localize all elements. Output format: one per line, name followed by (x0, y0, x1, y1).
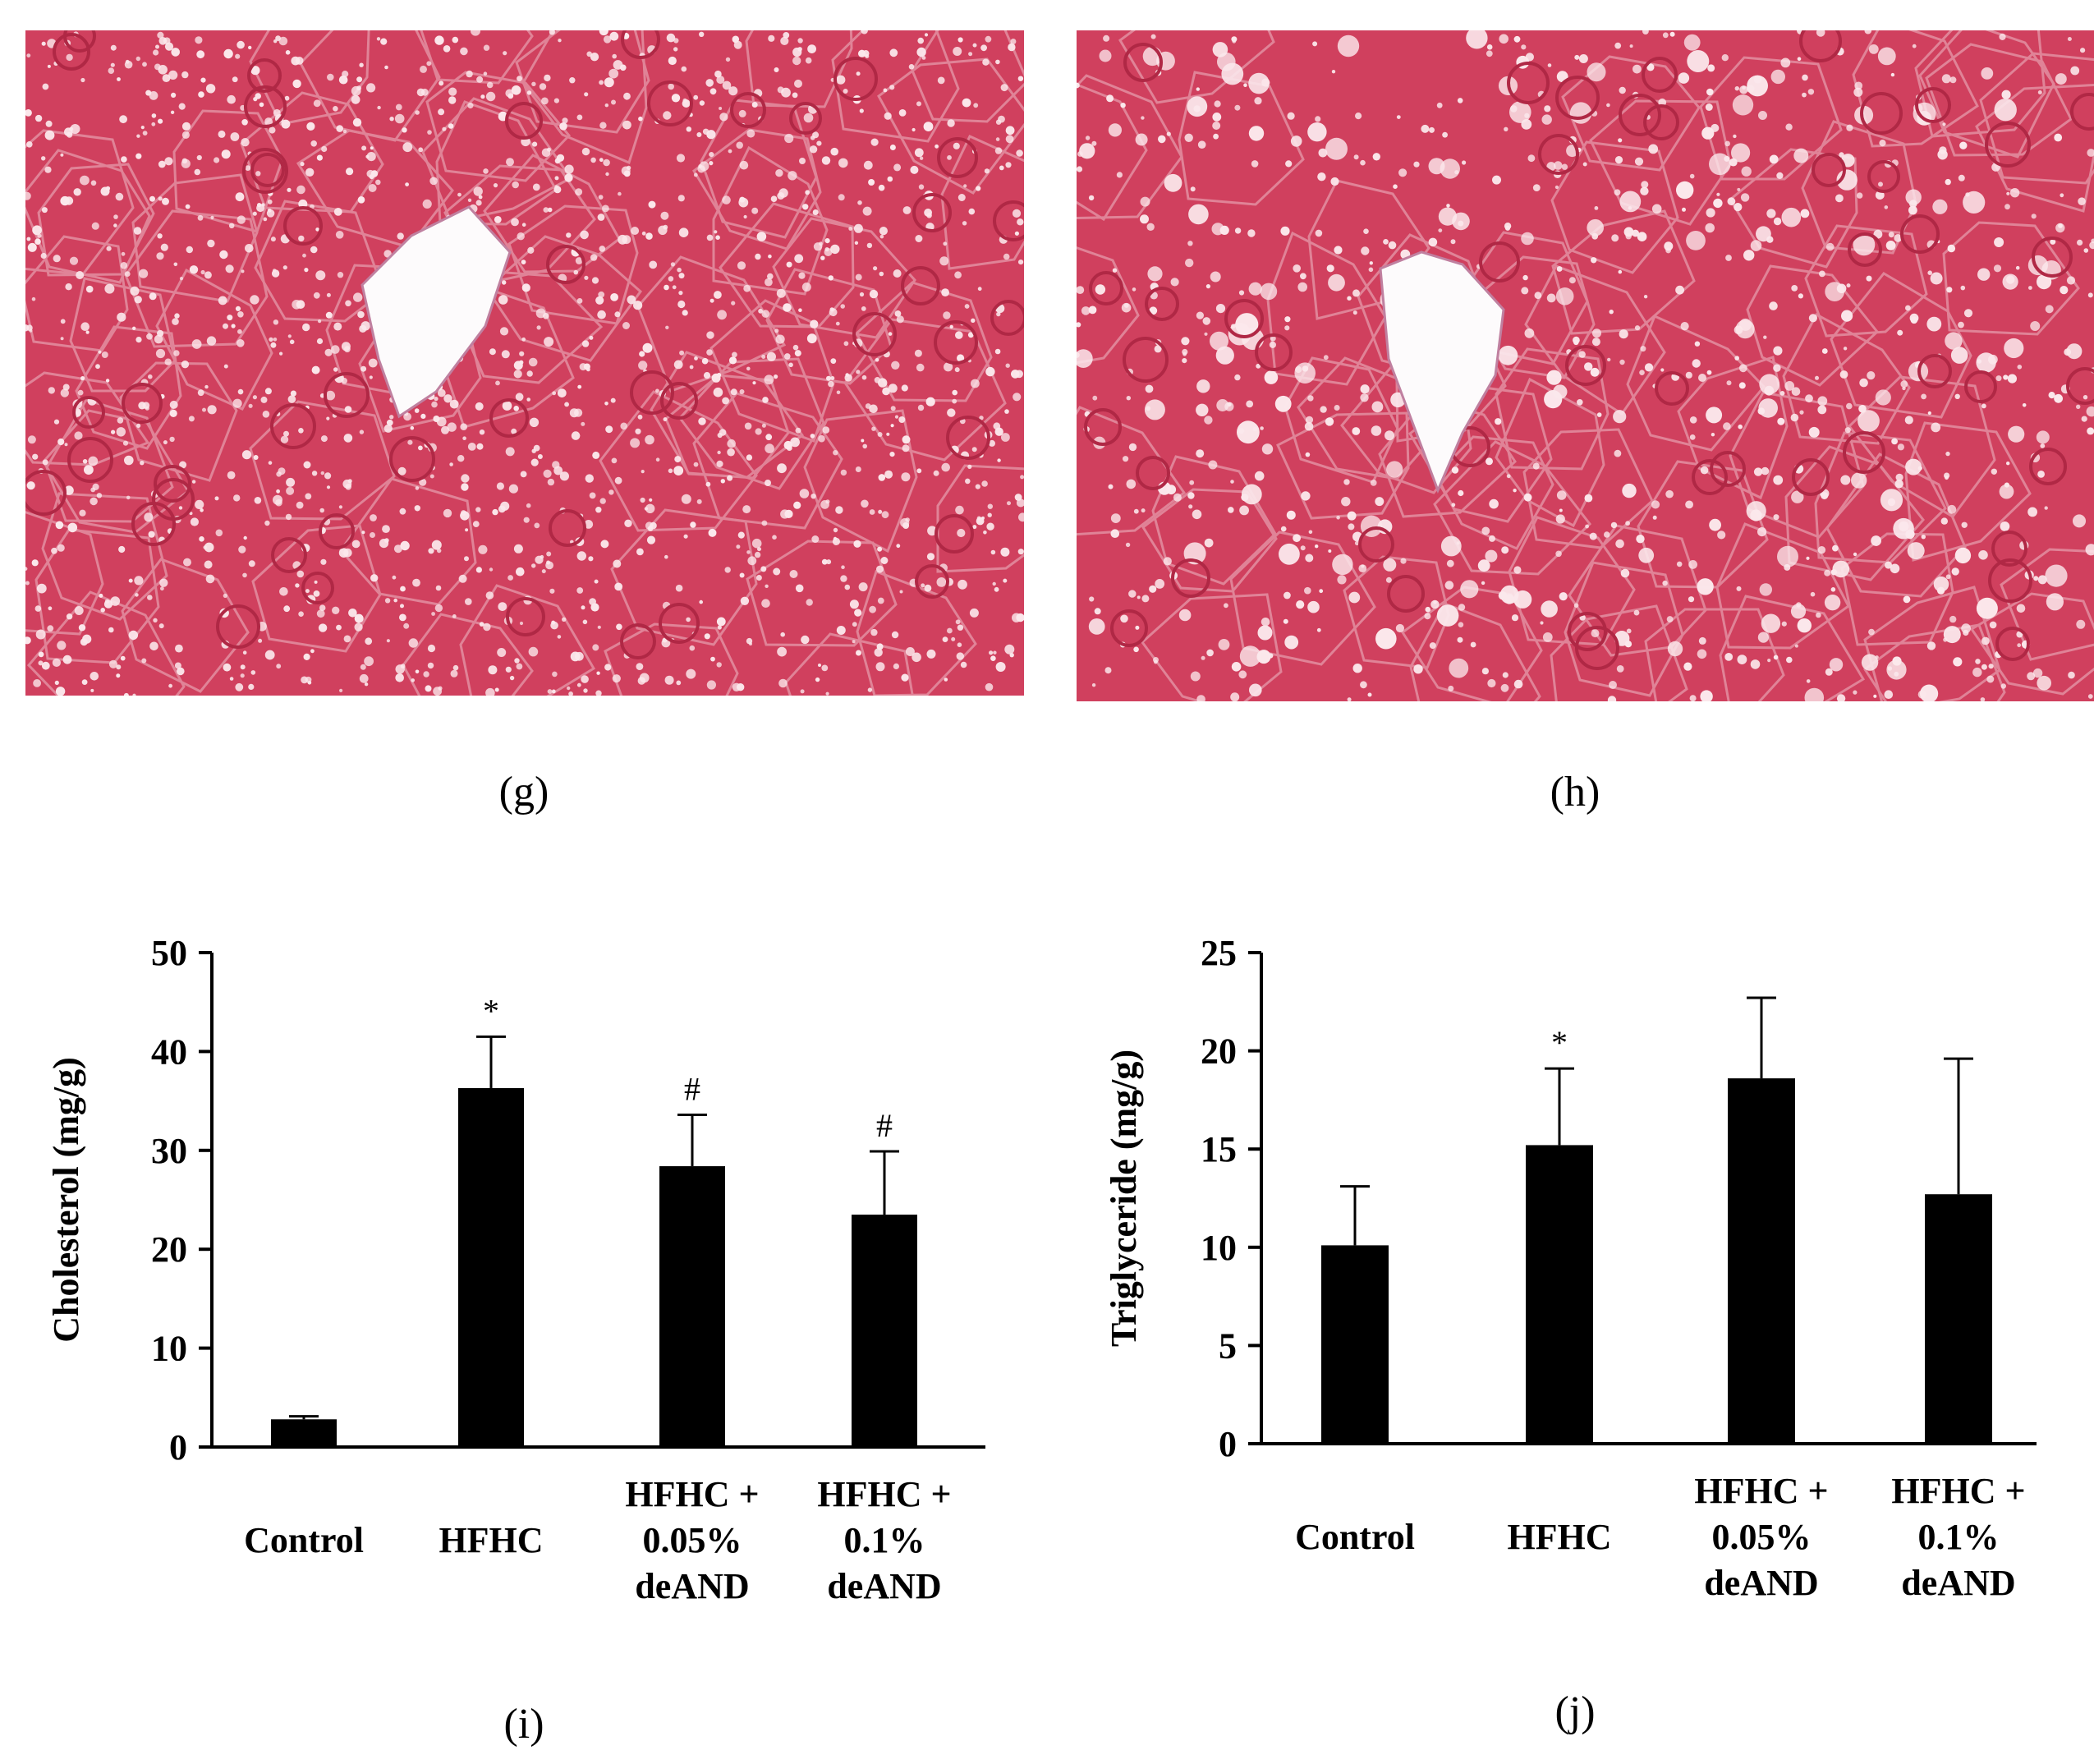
category-label: Control (1295, 1517, 1415, 1557)
category-label: HFHC + (1891, 1471, 2025, 1511)
y-tick-label: 25 (1201, 933, 1237, 973)
y-tick-label: 20 (151, 1229, 187, 1270)
nuclei (1084, 30, 2094, 670)
lipid-droplets (1077, 30, 2094, 701)
nuclei (25, 30, 1024, 659)
y-tick-label: 30 (151, 1131, 187, 1171)
y-tick-label: 10 (151, 1329, 187, 1369)
category-label: 0.05% (643, 1520, 742, 1560)
y-tick-label: 40 (151, 1031, 187, 1072)
significance-mark: # (876, 1107, 893, 1144)
significance-mark: * (1551, 1024, 1568, 1061)
error-bar (1944, 1057, 1973, 1195)
panel-label-j: (j) (1554, 1688, 1596, 1735)
category-label: HFHC + (817, 1474, 951, 1514)
category-label: 0.1% (1918, 1517, 2000, 1557)
histology-image-h (1077, 30, 2094, 701)
bar (271, 1419, 337, 1447)
panel-label-g: (g) (498, 769, 549, 815)
y-tick-label: 50 (151, 933, 187, 973)
bar (458, 1087, 524, 1447)
cell-borders (1077, 30, 2094, 701)
error-bar (476, 1035, 506, 1088)
bar (1526, 1145, 1593, 1444)
panel-label-h: (h) (1550, 769, 1600, 815)
category-label: HFHC + (625, 1474, 759, 1514)
bar (659, 1166, 725, 1447)
y-tick-label: 0 (169, 1427, 187, 1468)
category-label: HFHC + (1694, 1471, 1828, 1511)
central-vein (360, 205, 512, 419)
histology-drawing-g (25, 30, 1024, 696)
cell-borders (25, 30, 1024, 696)
bar (1925, 1194, 1992, 1444)
y-tick-label: 15 (1201, 1129, 1237, 1169)
y-tick-label: 5 (1219, 1325, 1237, 1366)
category-label: deAND (827, 1566, 941, 1606)
error-bar (289, 1415, 319, 1420)
category-label: HFHC (1507, 1517, 1611, 1557)
category-label: deAND (635, 1566, 749, 1606)
cholesterol-chart: 0 10 20 30 40 50 Cholesterol (mg/g) Control * HFH… (46, 933, 985, 1606)
y-tick-label: 0 (1219, 1424, 1237, 1464)
category-label: 0.1% (844, 1520, 925, 1560)
error-bar (1747, 996, 1776, 1079)
significance-mark: # (684, 1070, 700, 1107)
category-label: Control (244, 1520, 364, 1560)
category-label: HFHC (439, 1520, 543, 1560)
bar (1728, 1078, 1795, 1444)
significance-mark: * (483, 992, 499, 1029)
y-axis-title: Triglyceride (mg/g) (1104, 1050, 1144, 1347)
central-vein (1379, 250, 1505, 494)
error-bar (870, 1150, 899, 1215)
panel-label-i: (i) (503, 1701, 544, 1748)
histology-drawing-h (1077, 30, 2094, 701)
bar (852, 1215, 917, 1447)
category-label: deAND (1704, 1563, 1818, 1603)
y-axis-title: Cholesterol (mg/g) (46, 1057, 86, 1342)
error-bar (1340, 1185, 1370, 1246)
category-label: 0.05% (1712, 1517, 1812, 1557)
histology-image-g (25, 30, 1024, 696)
error-bar (677, 1113, 707, 1167)
category-label: deAND (1901, 1563, 2015, 1603)
y-tick-label: 20 (1201, 1031, 1237, 1072)
bar (1321, 1245, 1389, 1444)
y-tick-label: 10 (1201, 1228, 1237, 1268)
error-bar (1545, 1067, 1574, 1146)
